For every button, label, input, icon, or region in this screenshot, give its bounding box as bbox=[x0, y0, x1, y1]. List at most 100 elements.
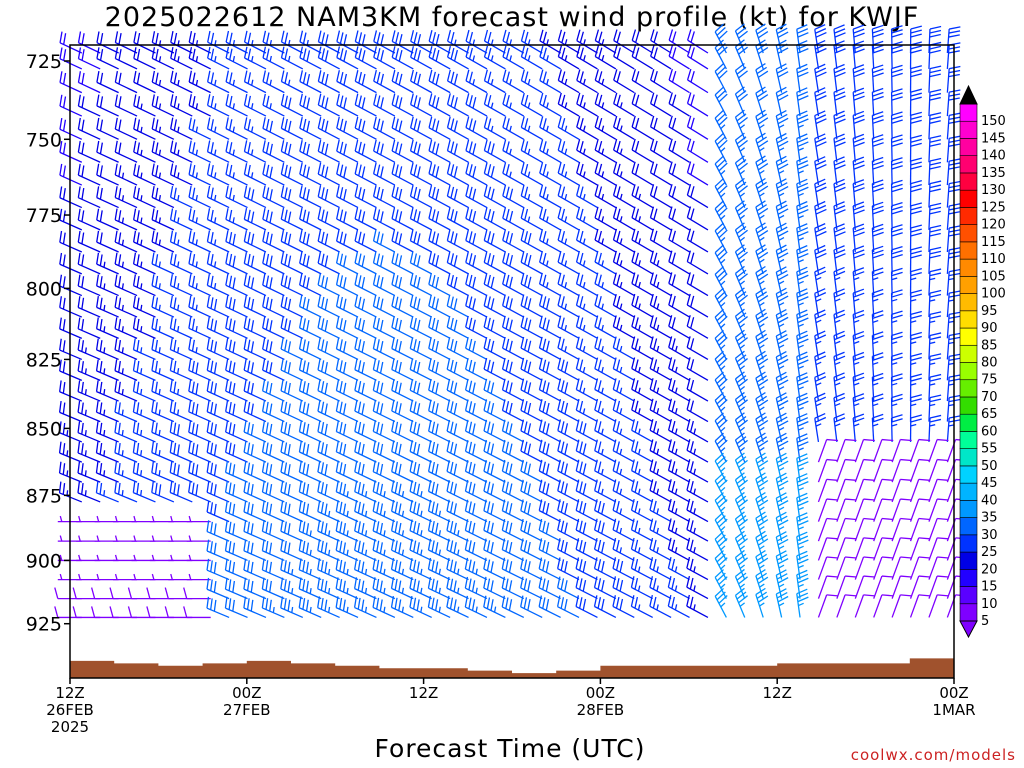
barb-full-feather bbox=[269, 320, 273, 332]
barb-full-feather bbox=[188, 461, 192, 473]
barb-half-feather bbox=[675, 345, 678, 352]
barb-full-feather bbox=[777, 94, 789, 102]
barb-full-feather bbox=[447, 29, 452, 42]
barb-full-feather bbox=[416, 276, 421, 289]
barb-full-feather bbox=[490, 361, 495, 374]
wind-barb bbox=[575, 357, 598, 381]
wind-barb bbox=[483, 207, 506, 231]
barb-full-feather bbox=[502, 294, 506, 306]
barb-full-feather bbox=[428, 337, 432, 349]
barb-full-feather bbox=[354, 30, 359, 42]
barb-full-feather bbox=[561, 208, 566, 221]
barb-full-feather bbox=[579, 421, 584, 433]
wind-barb bbox=[686, 418, 709, 443]
wind-barb bbox=[775, 330, 789, 360]
barb-full-feather bbox=[114, 295, 118, 308]
wind-barb bbox=[465, 229, 488, 253]
barb-full-feather bbox=[114, 441, 118, 453]
wind-barb bbox=[373, 69, 396, 94]
barb-full-feather bbox=[321, 296, 325, 309]
barb-half-feather bbox=[834, 319, 841, 324]
barb-full-feather bbox=[815, 141, 827, 148]
wind-barb bbox=[714, 452, 728, 483]
barb-staff bbox=[133, 306, 156, 318]
barb-full-feather bbox=[317, 139, 322, 152]
barb-full-feather bbox=[261, 460, 265, 473]
barb-full-feather bbox=[398, 403, 402, 415]
barb-full-feather bbox=[206, 274, 210, 286]
barb-full-feather bbox=[192, 95, 196, 108]
barb-full-feather bbox=[483, 419, 488, 432]
barb-full-feather bbox=[716, 333, 726, 343]
barb-staff bbox=[631, 261, 654, 275]
wind-barb bbox=[225, 94, 248, 117]
barb-full-feather bbox=[409, 207, 414, 219]
barb-full-feather bbox=[929, 353, 942, 357]
barb-half-feather bbox=[177, 194, 180, 201]
wind-barb bbox=[576, 69, 598, 94]
barb-full-feather bbox=[834, 417, 846, 423]
barb-full-feather bbox=[891, 157, 903, 162]
barb-full-feather bbox=[188, 46, 193, 59]
barb-full-feather bbox=[597, 163, 603, 176]
barb-full-feather bbox=[777, 230, 789, 237]
barb-full-feather bbox=[796, 245, 808, 251]
wind-barb bbox=[575, 336, 598, 361]
barb-full-feather bbox=[775, 178, 787, 185]
barb-full-feather bbox=[929, 268, 942, 273]
barb-full-feather bbox=[306, 341, 310, 353]
wind-barb bbox=[538, 439, 561, 463]
barb-full-feather bbox=[929, 336, 942, 341]
barb-full-feather bbox=[853, 397, 865, 403]
barb-full-feather bbox=[413, 253, 418, 265]
barb-half-feather bbox=[140, 450, 143, 456]
barb-half-feather bbox=[158, 388, 161, 395]
wind-barb bbox=[814, 178, 827, 208]
barb-full-feather bbox=[872, 32, 884, 38]
barb-full-feather bbox=[191, 462, 195, 475]
barb-half-feather bbox=[619, 260, 623, 267]
barb-half-feather bbox=[638, 345, 641, 352]
barb-full-feather bbox=[777, 140, 789, 148]
wind-barb bbox=[814, 412, 827, 443]
barb-full-feather bbox=[81, 119, 85, 132]
wind-barb bbox=[188, 379, 211, 402]
barb-full-feather bbox=[735, 86, 745, 95]
barb-full-feather bbox=[505, 31, 511, 44]
barb-full-feather bbox=[631, 206, 636, 218]
barb-staff bbox=[170, 41, 193, 54]
barb-full-feather bbox=[776, 136, 788, 144]
barb-full-feather bbox=[520, 45, 526, 58]
wind-barb bbox=[854, 438, 875, 463]
wind-barb bbox=[502, 184, 525, 209]
wind-barb bbox=[755, 371, 769, 402]
wind-barb bbox=[734, 132, 748, 163]
barb-full-feather bbox=[775, 63, 787, 70]
barb-half-feather bbox=[158, 217, 161, 224]
wind-barb bbox=[243, 420, 267, 443]
barb-full-feather bbox=[324, 233, 329, 245]
wind-barb bbox=[96, 296, 119, 318]
barb-full-feather bbox=[99, 72, 104, 85]
barb-full-feather bbox=[597, 317, 602, 329]
barb-full-feather bbox=[716, 159, 726, 168]
barb-full-feather bbox=[262, 163, 266, 175]
barb-full-feather bbox=[929, 73, 941, 78]
barb-full-feather bbox=[428, 294, 432, 307]
barb-full-feather bbox=[797, 400, 809, 407]
barb-full-feather bbox=[755, 155, 766, 163]
barb-half-feather bbox=[490, 125, 494, 132]
wind-barb bbox=[668, 228, 690, 253]
barb-full-feather bbox=[815, 91, 827, 97]
barb-full-feather bbox=[269, 403, 273, 415]
barb-full-feather bbox=[815, 95, 827, 101]
barb-full-feather bbox=[151, 140, 155, 153]
barb-full-feather bbox=[96, 140, 100, 153]
barb-full-feather bbox=[321, 48, 326, 60]
wind-barb bbox=[262, 93, 285, 117]
barb-full-feather bbox=[151, 208, 155, 220]
barb-full-feather bbox=[853, 355, 865, 362]
barb-full-feather bbox=[118, 402, 121, 414]
barb-full-feather bbox=[690, 295, 695, 308]
barb-full-feather bbox=[852, 330, 865, 337]
